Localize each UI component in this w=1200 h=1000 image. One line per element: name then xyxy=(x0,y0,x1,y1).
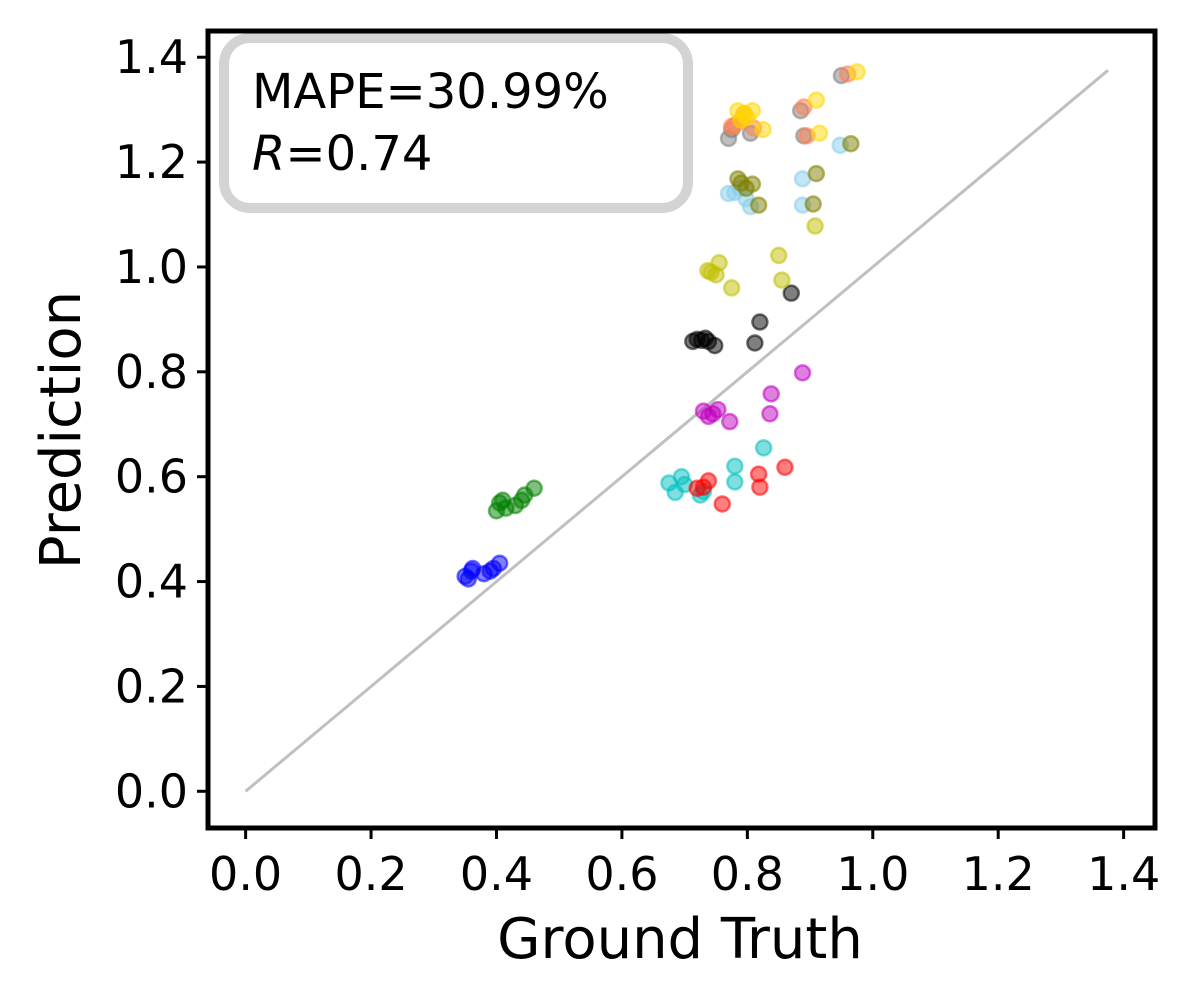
data-point xyxy=(793,364,812,382)
metrics-annotation-box: MAPE=30.99% R=0.74 xyxy=(219,33,693,213)
data-point xyxy=(699,472,718,490)
y-tick-label: 0.8 xyxy=(115,345,188,399)
x-axis: 0.0 0.2 0.4 0.6 0.8 1.0 1.2 1.4 xyxy=(209,828,1160,901)
series-gold xyxy=(729,63,866,142)
x-tick-label: 0.2 xyxy=(334,847,407,901)
mape-text: MAPE=30.99% xyxy=(252,64,609,120)
series-black xyxy=(684,284,801,355)
x-axis-title: Ground Truth xyxy=(497,907,863,972)
data-point xyxy=(713,495,732,513)
data-point xyxy=(773,271,791,289)
y-tick-label: 1.2 xyxy=(115,135,188,189)
data-point xyxy=(807,91,826,109)
data-point xyxy=(751,313,769,331)
series-yellow-green xyxy=(699,217,824,297)
data-point xyxy=(762,385,780,403)
y-tick-label: 0.2 xyxy=(115,659,188,713)
x-tick-label: 0.8 xyxy=(711,847,784,901)
y-tick-label: 0.0 xyxy=(115,764,188,818)
data-point xyxy=(722,279,741,297)
data-point xyxy=(782,284,801,302)
data-point xyxy=(804,195,822,213)
series-olive xyxy=(729,134,860,214)
x-tick-label: 1.4 xyxy=(1087,847,1160,901)
data-point xyxy=(754,439,773,457)
annotation-frame xyxy=(219,33,693,213)
data-point xyxy=(525,479,543,497)
y-axis: 0.0 0.2 0.4 0.6 0.8 1.0 1.2 1.4 xyxy=(115,30,208,818)
data-point xyxy=(710,254,728,272)
correlation-text: R=0.74 xyxy=(252,126,432,182)
x-tick-label: 1.0 xyxy=(836,847,909,901)
x-tick-label: 0.6 xyxy=(585,847,658,901)
data-point xyxy=(807,164,826,183)
plot-area-frame xyxy=(205,28,1158,831)
data-point xyxy=(842,134,860,153)
data-point xyxy=(726,473,744,491)
data-point xyxy=(726,457,744,475)
data-point xyxy=(754,120,772,139)
series-blue xyxy=(456,554,509,588)
data-point xyxy=(746,334,764,352)
data-point xyxy=(743,101,762,120)
data-point xyxy=(490,554,509,572)
correlation-value: =0.74 xyxy=(285,126,432,182)
series-green xyxy=(487,479,543,520)
data-point xyxy=(776,458,794,477)
correlation-symbol: R xyxy=(252,126,285,182)
y-tick-label: 0.4 xyxy=(115,555,188,609)
data-points-layer xyxy=(456,63,866,588)
y-axis-title: Prediction xyxy=(29,291,94,569)
y-tick-label: 1.4 xyxy=(115,30,188,84)
data-point xyxy=(848,63,866,81)
data-point xyxy=(743,175,762,193)
data-point xyxy=(751,478,769,496)
data-point xyxy=(721,412,739,431)
x-tick-label: 0.4 xyxy=(460,847,533,901)
x-tick-label: 0.0 xyxy=(209,847,282,901)
data-point xyxy=(806,217,824,235)
data-point xyxy=(810,124,829,142)
data-point xyxy=(761,405,779,423)
y-tick-label: 1.0 xyxy=(115,240,188,294)
y-tick-label: 0.6 xyxy=(115,450,188,504)
data-point xyxy=(749,196,768,214)
series-magenta xyxy=(694,364,812,431)
series-red xyxy=(688,458,794,513)
identity-reference-line xyxy=(244,69,1109,793)
data-point xyxy=(769,246,788,265)
x-tick-label: 1.2 xyxy=(962,847,1035,901)
data-point xyxy=(705,336,724,355)
data-point xyxy=(709,400,727,419)
